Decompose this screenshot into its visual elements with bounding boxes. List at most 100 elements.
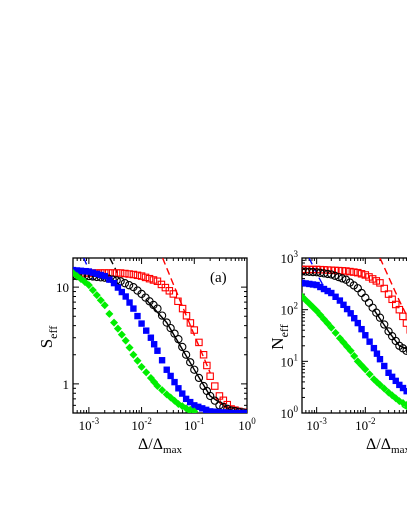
data-point (235, 409, 243, 413)
data-point (181, 350, 191, 359)
data-point (317, 283, 324, 291)
x-tick-label-exp: -2 (368, 416, 376, 426)
data-point (110, 318, 119, 327)
data-point (338, 274, 347, 283)
data-point (125, 270, 133, 278)
data-point (190, 326, 199, 334)
data-point (364, 298, 374, 307)
panel-b-ylabel-sub: eff (277, 324, 291, 337)
data-point (302, 292, 306, 301)
data-point (361, 365, 370, 374)
x-tick-label-base: 10 (184, 418, 197, 433)
y-tick-label-base: 10 (281, 303, 294, 318)
data-point (179, 390, 186, 397)
data-point (361, 293, 370, 302)
x-tick-label: 100 (238, 416, 256, 433)
series-circle-open (302, 267, 407, 355)
x-tick-label: 10-2 (131, 416, 152, 433)
data-point (368, 303, 377, 312)
data-point (380, 320, 389, 329)
data-point (206, 372, 214, 380)
data-point (117, 330, 126, 339)
data-point (112, 269, 121, 277)
data-point (84, 281, 93, 290)
data-point (399, 384, 407, 392)
data-point (190, 365, 199, 374)
series-diamond-filled (73, 268, 199, 413)
data-point (403, 387, 407, 395)
data-point (370, 344, 378, 352)
data-point (340, 301, 347, 309)
data-point (324, 287, 331, 295)
data-point (380, 284, 389, 293)
data-point (203, 361, 211, 370)
data-point (143, 327, 150, 334)
data-point (195, 403, 202, 411)
data-point (125, 343, 134, 352)
data-point (381, 362, 388, 370)
data-point (170, 329, 179, 338)
data-point (375, 380, 384, 389)
data-point (158, 386, 167, 395)
panel-b-xlabel-sub: max (391, 444, 407, 456)
data-point (223, 409, 231, 413)
data-point (366, 338, 373, 345)
data-point (81, 267, 89, 275)
panel-b-ticks: 10-310-210100101102103 (281, 249, 407, 433)
data-point (231, 409, 239, 413)
data-point (92, 291, 101, 300)
data-point (380, 384, 389, 393)
x-tick-label-base: 10 (355, 418, 368, 433)
data-point (73, 267, 81, 274)
data-point (342, 267, 350, 275)
data-point (141, 273, 150, 282)
fit-line-1 (145, 298, 247, 413)
data-point (182, 311, 191, 320)
panel-b-xlabel-main: Δ/Δ (366, 436, 391, 453)
data-point (171, 378, 178, 386)
data-point (167, 372, 174, 380)
data-point (73, 272, 81, 281)
data-point (354, 268, 362, 277)
data-point (328, 289, 335, 297)
data-point (354, 319, 361, 327)
data-point (211, 408, 218, 413)
data-point (116, 269, 125, 277)
y-tick-label-exp: 0 (294, 404, 299, 414)
data-point (320, 285, 328, 293)
x-tick-label: 10-3 (306, 416, 327, 433)
data-point (239, 409, 247, 413)
data-point (138, 320, 145, 327)
data-point (110, 279, 118, 287)
data-point (149, 276, 158, 284)
data-point (174, 297, 182, 306)
data-point (351, 314, 358, 322)
data-point (334, 272, 343, 282)
x-tick-label: 10-3 (79, 416, 100, 433)
data-point (175, 385, 182, 392)
y-tick-label-exp: 3 (294, 249, 299, 259)
data-point (145, 274, 154, 283)
data-point (309, 281, 317, 288)
x-tick-label-exp: -3 (92, 416, 100, 426)
data-point (336, 297, 344, 304)
data-point (210, 396, 219, 405)
data-point (147, 334, 155, 341)
data-point (113, 324, 122, 333)
data-point (129, 270, 138, 279)
data-point (327, 323, 336, 332)
x-tick-label-exp: -2 (144, 416, 152, 426)
data-point (194, 373, 204, 383)
data-point (215, 392, 224, 400)
y-tick-label-base: 10 (281, 406, 294, 421)
data-point (376, 279, 384, 287)
data-point (402, 401, 407, 410)
series-diamond-filled (302, 292, 407, 410)
panel-b-xlabel: Δ/Δmax (366, 436, 407, 456)
data-point (137, 362, 146, 371)
data-point (357, 270, 366, 278)
data-point (162, 318, 171, 327)
panel-a-ylabel-main: S (37, 339, 56, 348)
